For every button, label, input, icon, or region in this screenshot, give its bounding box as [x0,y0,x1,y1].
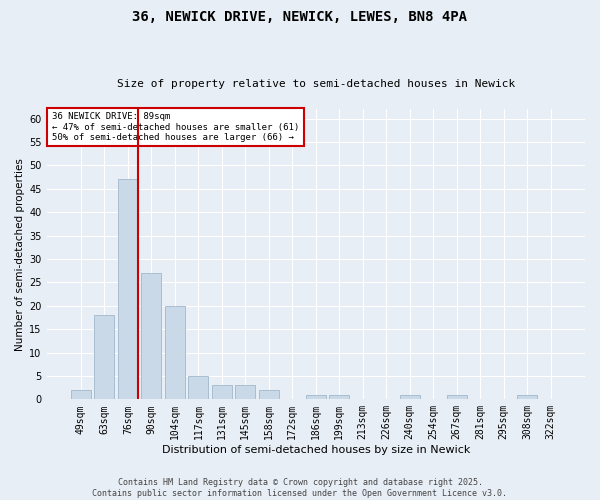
Bar [142,273,161,400]
Text: Contains HM Land Registry data © Crown copyright and database right 2025.
Contai: Contains HM Land Registry data © Crown c… [92,478,508,498]
Bar [446,394,467,400]
Title: Size of property relative to semi-detached houses in Newick: Size of property relative to semi-detach… [116,79,515,89]
Bar [235,386,256,400]
Bar [94,315,115,400]
Y-axis label: Number of semi-detached properties: Number of semi-detached properties [15,158,25,350]
Bar [517,394,537,400]
Bar [188,376,208,400]
Bar [329,394,349,400]
Bar [71,390,91,400]
Bar [165,306,185,400]
Bar [259,390,279,400]
X-axis label: Distribution of semi-detached houses by size in Newick: Distribution of semi-detached houses by … [161,445,470,455]
Text: 36, NEWICK DRIVE, NEWICK, LEWES, BN8 4PA: 36, NEWICK DRIVE, NEWICK, LEWES, BN8 4PA [133,10,467,24]
Bar [118,180,138,400]
Bar [400,394,419,400]
Bar [306,394,326,400]
Text: 36 NEWICK DRIVE: 89sqm
← 47% of semi-detached houses are smaller (61)
50% of sem: 36 NEWICK DRIVE: 89sqm ← 47% of semi-det… [52,112,299,142]
Bar [212,386,232,400]
